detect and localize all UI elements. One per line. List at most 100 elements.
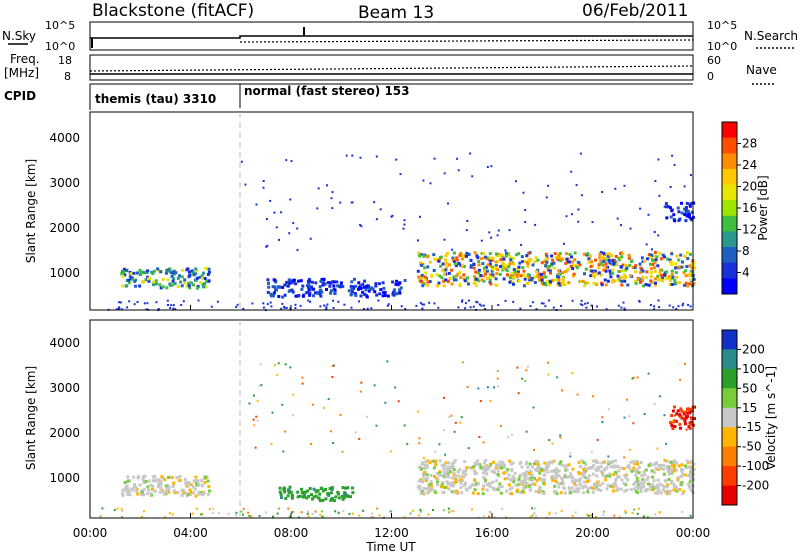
velocity-cell: [516, 366, 519, 369]
power-cell: [482, 304, 485, 307]
power-cell: [457, 306, 460, 309]
velocity-cell: [670, 464, 674, 468]
power-cell: [522, 269, 526, 273]
power-cell: [552, 261, 556, 265]
power-cell: [124, 284, 128, 288]
velocity-cell: [519, 491, 523, 495]
velocity-cell: [440, 474, 444, 477]
velocity-cell: [465, 488, 469, 492]
power-cell: [437, 259, 441, 263]
velocity-cell: [312, 495, 316, 499]
velocity-data: [99, 360, 696, 519]
velocity-cell: [666, 467, 670, 471]
power-cell: [129, 277, 133, 280]
power-cell: [517, 252, 521, 256]
velocity-cell: [430, 484, 434, 488]
velocity-cell: [422, 486, 426, 490]
velocity-cell: [690, 465, 694, 469]
velocity-cell: [617, 475, 621, 479]
velocity-cell: [533, 482, 537, 486]
power-cell: [196, 286, 199, 290]
power-cell: [300, 287, 304, 291]
velocity-cell: [194, 475, 198, 479]
velocity-cell: [420, 510, 422, 513]
power-cell: [417, 251, 421, 255]
velocity-cell: [308, 487, 312, 491]
power-cell: [133, 279, 137, 283]
velocity-cell: [310, 443, 313, 445]
velocity-cell: [521, 489, 525, 493]
power-cell: [433, 257, 437, 261]
freq-unit: [MHz]: [4, 66, 39, 80]
power-cell: [462, 273, 466, 277]
power-cell: [562, 280, 565, 284]
velocity-cell: [327, 398, 330, 401]
power-cell: [668, 279, 672, 282]
velocity-cell: [485, 465, 489, 469]
velocity-cell: [514, 483, 518, 487]
power-cell: [675, 275, 679, 279]
velocity-cell: [208, 508, 211, 511]
velocity-cell: [656, 478, 660, 482]
power-cell: [423, 266, 427, 270]
velocity-cell: [682, 490, 685, 494]
power-cell: [584, 267, 588, 271]
velocity-cell: [440, 464, 444, 467]
power-cell: [454, 262, 458, 266]
power-cell: [265, 218, 268, 220]
power-cell: [319, 294, 323, 298]
power-cell: [502, 277, 506, 281]
power-cell: [443, 238, 446, 241]
power-cell: [394, 282, 398, 286]
power-cell: [676, 206, 680, 210]
power-cell: [359, 224, 362, 226]
power-cell: [580, 194, 583, 197]
power-cell: [452, 278, 456, 282]
power-cell: [464, 307, 467, 310]
velocity-cell: [466, 386, 469, 388]
power-cell: [445, 265, 449, 269]
velocity-cell: [180, 493, 184, 497]
freq-tick-top: 18: [58, 54, 72, 67]
velocity-cell: [612, 483, 616, 487]
power-cell: [199, 281, 203, 285]
velocity-cell: [607, 460, 610, 464]
velocity-cell: [590, 514, 593, 517]
velocity-cell: [436, 477, 440, 481]
velocity-cell: [631, 460, 635, 464]
power-cell: [516, 267, 519, 271]
velocity-cell: [157, 478, 161, 482]
velocity-cell: [310, 493, 313, 497]
velocity-cell: [635, 459, 638, 463]
velocity-cell: [594, 481, 598, 485]
power-cell: [687, 303, 690, 306]
power-colorbar-tick: 8: [742, 244, 750, 258]
power-cell: [558, 252, 562, 256]
power-cell: [661, 253, 665, 257]
velocity-cell: [446, 472, 450, 476]
velocity-cell: [605, 487, 609, 491]
power-cell: [523, 277, 527, 281]
power-cell: [465, 254, 468, 258]
velocity-cell: [195, 507, 198, 510]
x-tick-label: 00:00: [73, 526, 108, 540]
x-tick-label: 20:00: [575, 526, 610, 540]
power-cell: [689, 174, 692, 177]
velocity-cell: [624, 476, 628, 480]
velocity-cell: [276, 512, 279, 515]
power-colorbar-cell: [722, 247, 737, 264]
velocity-cell: [571, 480, 574, 484]
power-cell: [668, 275, 671, 279]
velocity-cell: [342, 510, 345, 513]
power-cell: [439, 256, 442, 260]
power-cell: [419, 253, 423, 256]
velocity-cell: [121, 510, 124, 513]
velocity-cell: [426, 465, 429, 469]
power-cell: [610, 254, 614, 258]
velocity-cell: [516, 488, 520, 492]
power-cell: [491, 267, 495, 271]
velocity-cell: [667, 477, 671, 481]
velocity-cell: [635, 468, 639, 472]
power-cell: [651, 262, 655, 266]
